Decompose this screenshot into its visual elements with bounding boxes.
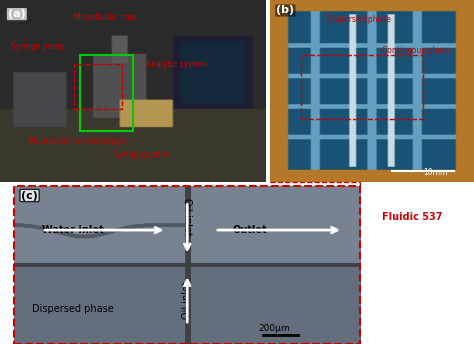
- Text: Oil inlet: Oil inlet: [182, 281, 192, 319]
- Text: (a): (a): [8, 9, 26, 19]
- Text: Analytic system: Analytic system: [146, 60, 207, 69]
- Text: Oil inlet: Oil inlet: [182, 198, 192, 236]
- Text: Fluidic 537: Fluidic 537: [382, 212, 443, 222]
- Text: 10mm: 10mm: [423, 168, 447, 177]
- Text: Microfluidic chip: Microfluidic chip: [74, 13, 137, 22]
- Text: Syringe pump: Syringe pump: [114, 150, 168, 159]
- Bar: [74, 64, 122, 109]
- Text: 200μm: 200μm: [258, 324, 290, 333]
- Text: (b): (b): [276, 6, 294, 15]
- Text: Dispersed phase: Dispersed phase: [327, 14, 391, 24]
- Text: Syringe pump: Syringe pump: [10, 42, 64, 51]
- Bar: [80, 55, 133, 131]
- Text: Dispersed phase: Dispersed phase: [32, 304, 114, 314]
- Text: (c): (c): [21, 191, 38, 201]
- Text: Water inlet: Water inlet: [42, 225, 104, 235]
- Text: Outlet: Outlet: [232, 225, 267, 235]
- Text: Continuous phase: Continuous phase: [382, 46, 451, 55]
- Text: Fluorescence microscope: Fluorescence microscope: [29, 137, 126, 146]
- Bar: [14, 186, 360, 344]
- Bar: [301, 55, 423, 118]
